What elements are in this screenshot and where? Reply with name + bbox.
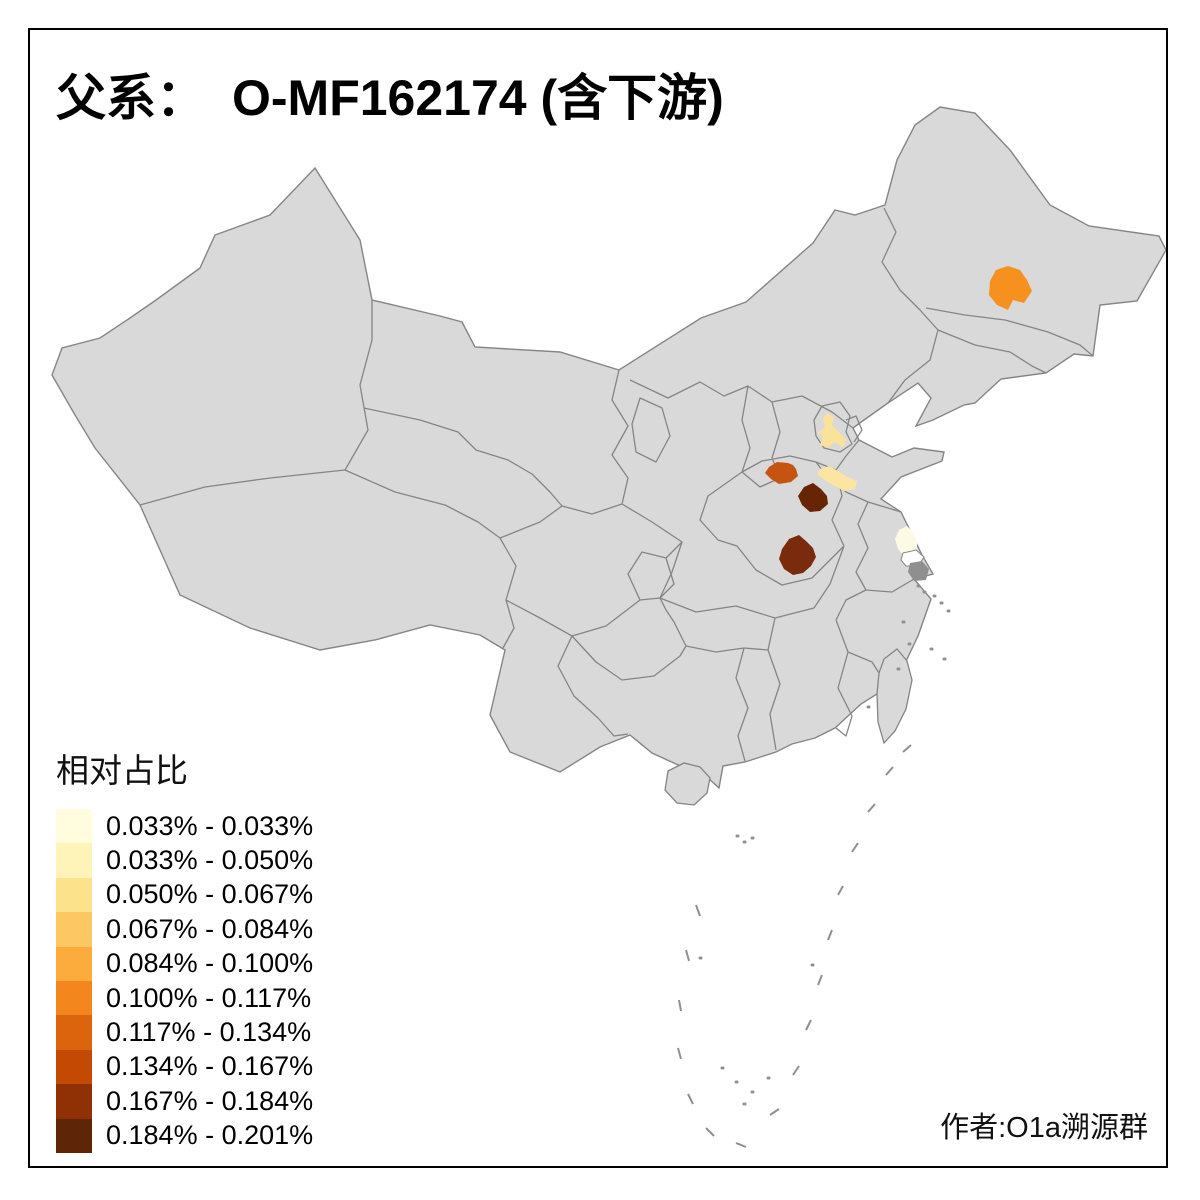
legend-label: 0.167% - 0.184%: [106, 1085, 314, 1116]
title-prefix: 父系：: [56, 70, 206, 126]
highlight-region-northeast: [989, 266, 1032, 310]
attribution-text: 作者:O1a溯源群: [940, 1112, 1148, 1144]
legend-swatch: [56, 1049, 92, 1085]
legend-row: 0.100% - 0.117%: [56, 980, 313, 1016]
legend-label: 0.067% - 0.084%: [106, 913, 314, 944]
legend-title: 相对占比: [56, 752, 188, 789]
nine-dash-line: [677, 744, 912, 1148]
highlight-region-east-henan: [798, 483, 828, 512]
highlight-region-southwest-shandong: [817, 466, 857, 491]
page-title: 父系： O-MF162174 (含下游): [56, 58, 724, 130]
shanghai-cluster-blob: [908, 561, 929, 581]
legend-row: 0.117% - 0.134%: [56, 1015, 313, 1050]
legend-label: 0.084% - 0.100%: [106, 948, 314, 979]
province-borders: [139, 207, 1094, 762]
legend-swatch: [56, 809, 92, 844]
legend-row: 0.184% - 0.201%: [56, 1118, 314, 1153]
legend-label: 0.050% - 0.067%: [106, 879, 314, 910]
legend-swatch: [56, 946, 92, 981]
legend-swatch: [56, 1015, 92, 1050]
legend-label: 0.184% - 0.201%: [106, 1120, 314, 1151]
legend-label: 0.033% - 0.050%: [106, 845, 314, 876]
legend-row: 0.134% - 0.167%: [56, 1049, 314, 1085]
legend-label: 0.033% - 0.033%: [106, 810, 314, 841]
title-main: O-MF162174 (含下游): [232, 70, 724, 126]
legend: 相对占比 0.033% - 0.033% 0.033% - 0.050% 0.0…: [56, 744, 313, 1153]
legend-label: 0.100% - 0.117%: [106, 982, 312, 1013]
hainan-island: [664, 762, 711, 806]
legend-label: 0.134% - 0.167%: [106, 1051, 314, 1082]
highlight-region-south-henan: [779, 535, 816, 575]
legend-swatch: [56, 843, 92, 878]
legend-swatch: [56, 912, 92, 947]
legend-swatch: [56, 1084, 92, 1119]
legend-label: 0.117% - 0.134%: [106, 1017, 312, 1048]
legend-row: 0.050% - 0.067%: [56, 877, 314, 913]
highlight-region-beijing-area: [818, 413, 846, 448]
legend-swatch: [56, 877, 92, 913]
south-sea-islet-dots: [698, 834, 815, 1106]
mainland-outline: [51, 106, 1167, 790]
highlight-region-jiangsu-coast: [895, 526, 917, 556]
legend-row: 0.167% - 0.184%: [56, 1084, 314, 1119]
coastal-island-dots: [866, 584, 951, 709]
legend-row: 0.033% - 0.050%: [56, 843, 314, 878]
taiwan-island: [876, 648, 913, 745]
legend-row: 0.033% - 0.033%: [56, 809, 314, 844]
legend-swatch: [56, 980, 92, 1016]
legend-row: 0.067% - 0.084%: [56, 912, 314, 947]
highlight-region-north-henan: [765, 462, 798, 484]
legend-row: 0.084% - 0.100%: [56, 946, 314, 981]
legend-swatch: [56, 1118, 92, 1153]
